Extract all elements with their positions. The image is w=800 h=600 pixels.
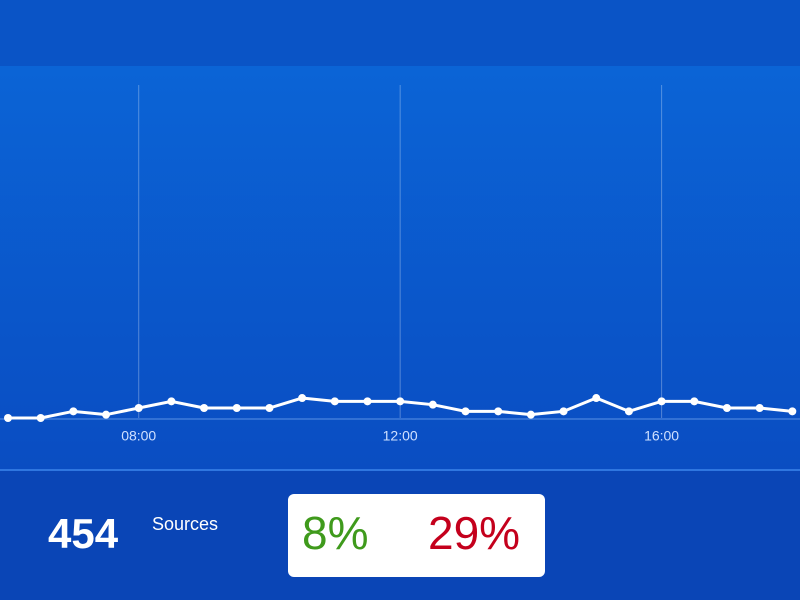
header-bar — [0, 0, 800, 66]
data-point — [363, 397, 372, 406]
data-point — [232, 404, 241, 413]
x-tick-label: 08:00 — [121, 428, 156, 444]
x-tick-label: 12:00 — [383, 428, 418, 444]
data-point — [592, 394, 601, 403]
data-point — [722, 404, 731, 413]
data-point — [624, 407, 633, 416]
positive-change: 8% — [302, 507, 368, 559]
series — [4, 394, 797, 422]
data-point — [396, 397, 405, 406]
sources-count: 454 — [48, 510, 119, 557]
data-point — [134, 404, 143, 413]
data-point — [428, 400, 437, 409]
data-point — [200, 404, 209, 413]
sources-label: Sources — [152, 514, 218, 534]
data-point — [657, 397, 666, 406]
data-point — [755, 404, 764, 413]
data-point — [36, 414, 45, 422]
data-point — [526, 410, 535, 419]
data-point — [788, 407, 797, 416]
x-tick-label: 16:00 — [644, 428, 679, 444]
data-point — [265, 404, 274, 413]
negative-change: 29% — [428, 507, 520, 559]
data-point — [298, 394, 307, 403]
data-point — [167, 397, 176, 406]
data-point — [559, 407, 568, 416]
data-point — [494, 407, 503, 416]
data-point — [4, 414, 12, 422]
data-point — [69, 407, 78, 416]
data-point — [690, 397, 699, 406]
change-box — [288, 494, 545, 577]
data-point — [461, 407, 470, 416]
data-point — [330, 397, 339, 406]
data-point — [102, 410, 111, 419]
grid: 08:00 12:00 16:00 — [121, 85, 679, 444]
